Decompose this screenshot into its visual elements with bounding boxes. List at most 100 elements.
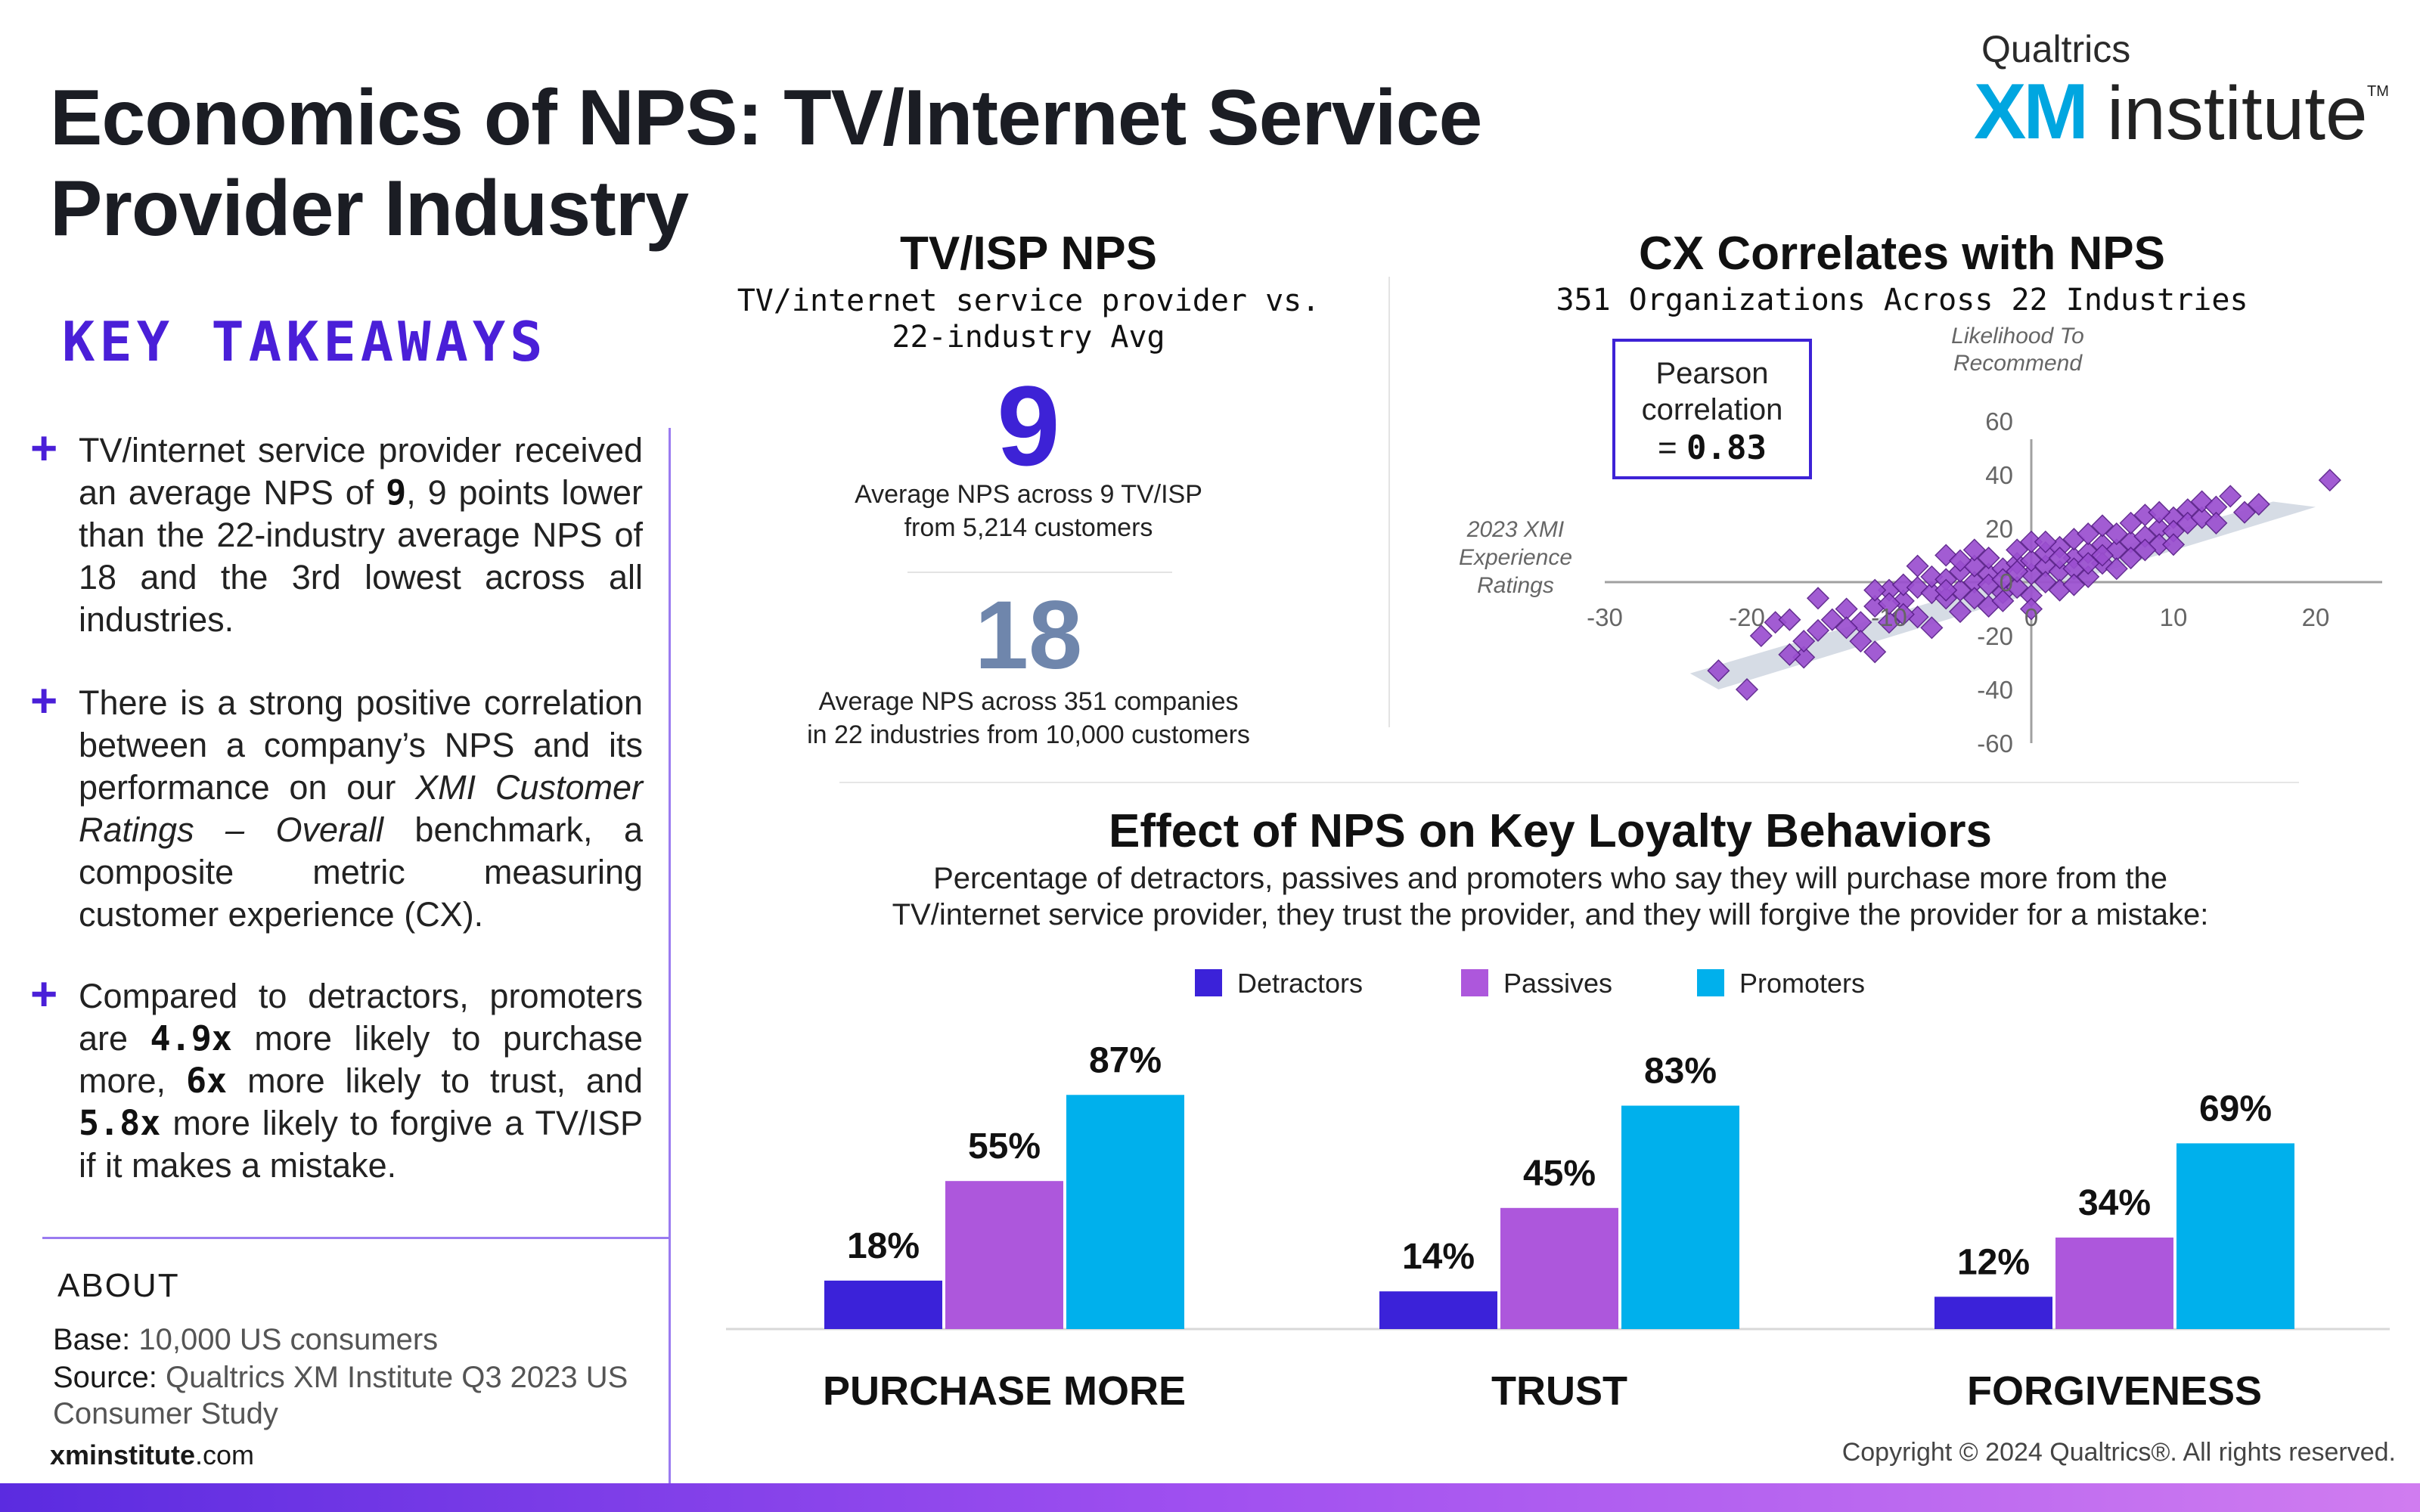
y-axis-title: Likelihood To Recommend bbox=[1951, 324, 2084, 376]
scatter-point bbox=[1792, 630, 1816, 653]
corr-value: = 0.83 bbox=[1658, 429, 1767, 467]
scatter-point bbox=[1906, 554, 1929, 578]
bar-promoters bbox=[1066, 1095, 1184, 1329]
scatter-point bbox=[2318, 469, 2341, 492]
scatter-point bbox=[2105, 557, 2128, 581]
scatter-point bbox=[2204, 511, 2228, 534]
about-base: Base: 10,000 US consumers bbox=[53, 1323, 439, 1356]
industry-avg-nps-value: 18 bbox=[974, 581, 1083, 689]
copyright-notice: Copyright © 2024 Qualtrics®. All rights … bbox=[1841, 1438, 2396, 1467]
qualtrics-xm-institute-logo: Qualtrics XM institute TM bbox=[1974, 27, 2397, 156]
scatter-point bbox=[2119, 546, 2142, 570]
bar-legend: Detractors Passives Promoters bbox=[1195, 965, 1951, 1002]
takeaway-emphasis: 4.9x bbox=[150, 1018, 232, 1058]
takeaway-text: TV/internet service provider received an… bbox=[79, 431, 643, 639]
scatter-point bbox=[2133, 538, 2157, 562]
takeaway-text: There is a strong positive correlation b… bbox=[79, 683, 643, 934]
logo-xm-text: XM bbox=[1974, 68, 2089, 156]
scatter-point bbox=[2034, 530, 2057, 553]
y-tick-label: 40 bbox=[1985, 461, 2013, 489]
x-tick-label: 20 bbox=[2302, 603, 2330, 631]
scatter-point bbox=[1806, 618, 1830, 642]
bar-value-label: 55% bbox=[968, 1126, 1041, 1167]
bar-panel-title: Effect of NPS on Key Loyalty Behaviors bbox=[1109, 805, 1992, 857]
xminstitute-link[interactable]: xminstitute.com bbox=[50, 1439, 255, 1470]
x-tick-label: -10 bbox=[1871, 603, 1907, 631]
bar-promoters bbox=[1621, 1105, 1739, 1329]
scatter-point bbox=[1962, 538, 1986, 562]
scatter-point bbox=[2006, 576, 2029, 600]
scatter-point bbox=[1749, 624, 1773, 648]
bar-value-label: 18% bbox=[847, 1226, 920, 1266]
x-tick-label: 10 bbox=[2160, 603, 2188, 631]
scatter-points bbox=[1707, 469, 2341, 702]
legend-swatch-promoters bbox=[1697, 969, 1724, 996]
x-tick-label: 0 bbox=[2024, 603, 2038, 631]
cx-nps-scatter-chart: -30 -20 -10 0 10 20 -60 -40 -20 0 20 40 60 Likelihoo… bbox=[1459, 324, 2382, 758]
about-divider bbox=[42, 1237, 670, 1239]
scatter-point bbox=[2077, 565, 2100, 588]
bar-value-label: 45% bbox=[1523, 1154, 1596, 1194]
bar-detractors bbox=[1934, 1297, 2052, 1329]
takeaway-emphasis: 6x bbox=[185, 1061, 228, 1101]
scatter-point bbox=[1835, 616, 1858, 640]
scatter-point bbox=[1891, 603, 1915, 626]
scatter-point bbox=[2062, 573, 2086, 596]
takeaway-item-correlation: + There is a strong positive correlation… bbox=[30, 675, 643, 936]
takeaway-emphasis: 9 bbox=[386, 472, 407, 513]
bar-marks: 18% 55% 87% PURCHASE MORE 14% 45% 83% TRUST 12% 3… bbox=[823, 1040, 2294, 1414]
scatter-point bbox=[1863, 578, 1887, 602]
scatter-point bbox=[2077, 522, 2100, 546]
scatter-point bbox=[2161, 533, 2186, 556]
scatter-point bbox=[1920, 565, 1944, 588]
x-axis-title: 2023 XMI Experience Ratings bbox=[1459, 517, 1572, 598]
bar-category-label: TRUST bbox=[1491, 1368, 1627, 1414]
plus-icon: + bbox=[30, 968, 58, 1021]
bar-passives bbox=[1500, 1207, 1618, 1329]
scatter-tick-labels: -30 -20 -10 0 10 20 -60 -40 -20 0 20 40 60 bbox=[1587, 407, 2329, 758]
bar-passives bbox=[945, 1181, 1063, 1329]
bar-detractors bbox=[824, 1280, 942, 1329]
scatter-point bbox=[2148, 500, 2171, 524]
logo-qualtrics-text: Qualtrics bbox=[1981, 28, 2131, 70]
y-tick-label: -60 bbox=[1977, 730, 2013, 758]
legend-swatch-detractors bbox=[1195, 969, 1222, 996]
takeaway-emphasis: 5.8x bbox=[79, 1103, 161, 1143]
bar-detractors bbox=[1379, 1291, 1497, 1329]
bar-category-label: PURCHASE MORE bbox=[823, 1368, 1186, 1414]
industry-avg-nps-caption: Average NPS across 351 companies in 22 in… bbox=[807, 687, 1250, 749]
tv-isp-nps-value: 9 bbox=[997, 362, 1060, 489]
bar-panel-subtitle: Percentage of detractors, passives and p… bbox=[892, 862, 2209, 931]
scatter-point bbox=[2232, 500, 2257, 524]
corr-label-line2: correlation bbox=[1641, 393, 1783, 426]
logo-institute-text: institute bbox=[2107, 71, 2368, 156]
logo-trademark: TM bbox=[2367, 83, 2389, 100]
takeaway-text: Compared to detractors, promoters are 4.… bbox=[79, 977, 644, 1185]
nps-panel-title: TV/ISP NPS bbox=[900, 228, 1157, 280]
scatter-point bbox=[2019, 597, 2043, 621]
legend-label-passives: Passives bbox=[1503, 968, 1613, 999]
legend-label-detractors: Detractors bbox=[1237, 968, 1364, 999]
bar-value-label: 34% bbox=[2078, 1183, 2151, 1223]
footer-gradient-bar bbox=[0, 1483, 2420, 1512]
takeaway-emphasis: XMI Customer Ratings – Overall bbox=[79, 768, 643, 849]
cx-panel-subtitle: 351 Organizations Across 22 Industries bbox=[1556, 283, 2248, 318]
loyalty-bar-chart: 18% 55% 87% PURCHASE MORE 14% 45% 83% TRUST 12% 3… bbox=[726, 1040, 2390, 1414]
pearson-correlation-box: Pearson correlation = 0.83 bbox=[1612, 339, 1812, 479]
scatter-point bbox=[1934, 578, 1958, 602]
key-takeaways-heading: KEY TAKEAWAYS bbox=[62, 310, 548, 373]
about-source: Source: Qualtrics XM Institute Q3 2023 U… bbox=[53, 1361, 628, 1430]
corr-label-line1: Pearson bbox=[1655, 357, 1769, 390]
scatter-point bbox=[1920, 616, 1944, 640]
scatter-point bbox=[1849, 630, 1872, 653]
scatter-point bbox=[1863, 640, 1887, 664]
takeaway-item-nps: + TV/internet service provider received … bbox=[30, 423, 643, 641]
scatter-point bbox=[2219, 485, 2242, 508]
left-panel-divider bbox=[669, 428, 671, 1486]
bar-value-label: 69% bbox=[2199, 1089, 2272, 1129]
bar-value-label: 12% bbox=[1957, 1242, 2030, 1282]
legend-swatch-passives bbox=[1461, 969, 1488, 996]
scatter-point bbox=[1806, 587, 1830, 610]
plus-icon: + bbox=[30, 675, 58, 727]
scatter-point bbox=[1948, 549, 1972, 572]
